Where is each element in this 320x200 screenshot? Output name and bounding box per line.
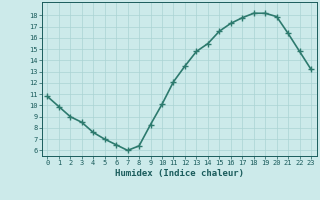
X-axis label: Humidex (Indice chaleur): Humidex (Indice chaleur) [115, 169, 244, 178]
